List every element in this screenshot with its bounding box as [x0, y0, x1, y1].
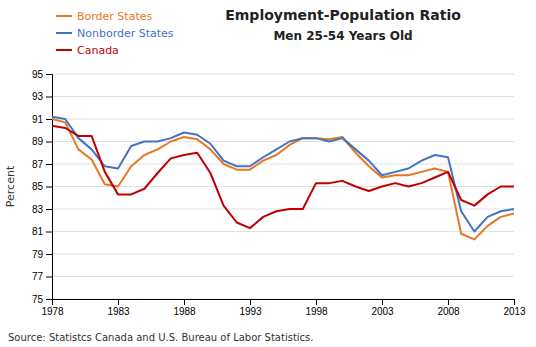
x-tick: 1988	[173, 299, 196, 317]
legend: Border States Nonborder States Canada	[56, 10, 174, 57]
grid	[52, 74, 514, 299]
y-tick-label: 95	[32, 69, 44, 80]
y-tick-mark	[46, 232, 52, 233]
y-tick-label: 81	[32, 226, 44, 237]
y-tick-label: 91	[32, 114, 44, 125]
x-tick-mark	[448, 299, 449, 305]
y-axis: 75 77 79 81 83 85 87 89 91 93 95	[32, 69, 53, 305]
grid-line	[52, 141, 514, 142]
series-line	[52, 119, 514, 239]
y-tick-label: 89	[32, 136, 44, 147]
y-tick-label: 87	[32, 159, 44, 170]
y-tick: 79	[32, 249, 52, 260]
y-tick: 85	[32, 181, 52, 192]
x-tick-label: 1993	[239, 306, 262, 317]
series-line	[52, 117, 514, 232]
x-tick: 1998	[305, 299, 328, 317]
y-tick: 87	[32, 159, 52, 170]
legend-swatch	[56, 49, 72, 51]
x-tick-label: 1983	[107, 306, 130, 317]
y-tick-mark	[46, 187, 52, 188]
lines	[52, 117, 514, 240]
plot: 1978 1983 1988 1993 1998 2003 2008 2013 75 77 79 81…	[32, 69, 526, 317]
y-tick: 93	[32, 91, 52, 102]
grid-line	[52, 254, 514, 255]
y-tick-mark	[46, 299, 52, 300]
y-tick-label: 75	[32, 294, 44, 305]
x-tick-label: 2008	[437, 306, 460, 317]
x-tick-mark	[184, 299, 185, 305]
legend-label: Canada	[77, 44, 119, 57]
y-tick-mark	[46, 142, 52, 143]
grid-line	[52, 119, 514, 120]
y-tick-mark	[46, 164, 52, 165]
y-tick: 95	[32, 69, 52, 80]
y-tick-mark	[46, 277, 52, 278]
x-axis-line	[53, 300, 515, 306]
x-tick-label: 2003	[371, 306, 394, 317]
grid-line	[52, 231, 514, 232]
x-tick-label: 1998	[305, 306, 328, 317]
y-axis-line	[46, 75, 53, 300]
x-tick-mark	[382, 299, 383, 305]
x-tick: 1983	[107, 299, 130, 317]
legend-label: Border States	[77, 10, 152, 23]
y-tick-mark	[46, 254, 52, 255]
y-tick-mark	[46, 97, 52, 98]
x-tick-mark	[250, 299, 251, 305]
y-tick: 89	[32, 136, 52, 147]
grid-line	[52, 186, 514, 187]
title: Employment-Population Ratio	[225, 7, 461, 23]
x-tick-label: 2013	[503, 306, 526, 317]
y-tick: 77	[32, 271, 52, 282]
legend-swatch	[56, 15, 72, 17]
chart: 1978 1983 1988 1993 1998 2003 2008 2013 75 77 79 81…	[0, 0, 536, 347]
x-axis: 1978 1983 1988 1993 1998 2003 2008 2013	[41, 299, 526, 317]
series-line	[52, 126, 514, 228]
x-tick-label: 1978	[41, 306, 64, 317]
y-tick-label: 83	[32, 204, 44, 215]
legend-item: Canada	[56, 44, 119, 57]
y-tick: 83	[32, 204, 52, 215]
source-note: Source: Statistcs Canada and U.S. Bureau…	[8, 332, 313, 343]
x-tick: 2008	[437, 299, 460, 317]
x-tick: 1978	[41, 299, 64, 317]
y-tick: 75	[32, 294, 52, 305]
y-tick-label: 79	[32, 249, 44, 260]
y-tick-label: 85	[32, 181, 44, 192]
y-tick: 81	[32, 226, 52, 237]
x-tick-label: 1988	[173, 306, 196, 317]
grid-line	[52, 74, 514, 75]
y-tick-label: 93	[32, 91, 44, 102]
y-axis-title: Percent	[4, 165, 17, 207]
legend-swatch	[56, 32, 72, 34]
y-tick-mark	[46, 119, 52, 120]
grid-line	[52, 96, 514, 97]
x-tick-mark	[118, 299, 119, 305]
x-tick: 2003	[371, 299, 394, 317]
x-tick-mark	[514, 299, 515, 305]
x-tick: 2013	[503, 299, 526, 317]
x-tick: 1993	[239, 299, 262, 317]
y-tick-label: 77	[32, 271, 44, 282]
y-tick-mark	[46, 209, 52, 210]
grid-line	[52, 276, 514, 277]
subtitle: Men 25-54 Years Old	[273, 29, 412, 43]
y-tick-mark	[46, 74, 52, 75]
x-tick-mark	[316, 299, 317, 305]
legend-label: Nonborder States	[77, 27, 174, 40]
legend-item: Nonborder States	[56, 27, 174, 40]
y-tick: 91	[32, 114, 52, 125]
legend-item: Border States	[56, 10, 152, 23]
